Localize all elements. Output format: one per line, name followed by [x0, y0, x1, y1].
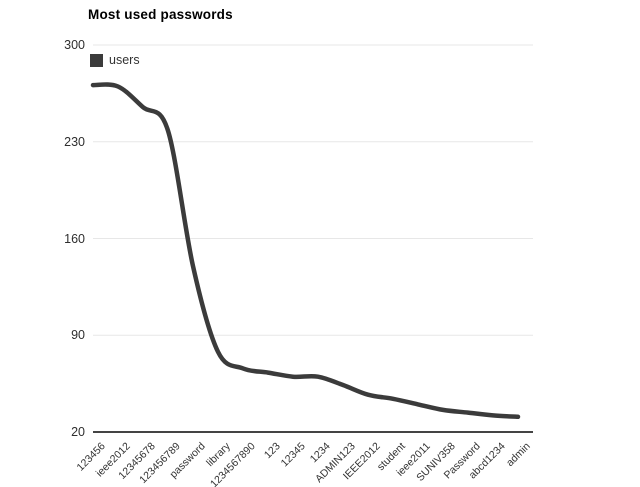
y-tick-label: 230 [64, 134, 85, 149]
series-line-users [90, 82, 521, 420]
y-tick-label: 90 [71, 328, 85, 343]
chart-title: Most used passwords [88, 7, 233, 22]
legend-label: users [109, 53, 140, 67]
y-tick-label: 20 [71, 425, 85, 439]
y-tick-label: 160 [64, 231, 85, 246]
legend-swatch-icon [90, 54, 103, 67]
y-tick-label: 300 [64, 38, 85, 52]
